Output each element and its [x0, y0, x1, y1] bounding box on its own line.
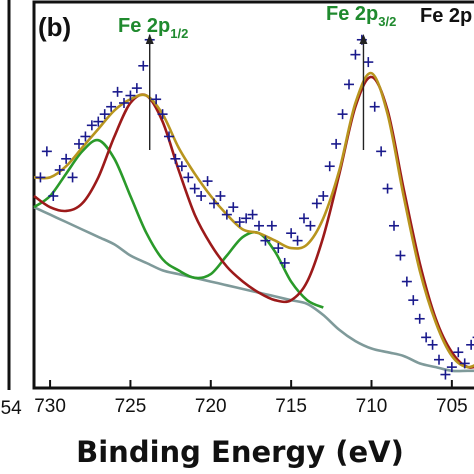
peak-marker-arrowhead — [359, 34, 368, 44]
peak-label: Fe 2p3/2 — [326, 3, 396, 29]
data-point — [209, 198, 219, 209]
data-point — [260, 235, 271, 246]
data-point — [86, 120, 97, 131]
x-axis-label: Binding Energy (eV) — [76, 435, 404, 469]
data-point — [131, 83, 142, 94]
data-point — [286, 228, 297, 239]
data-point — [241, 213, 252, 224]
data-point — [453, 347, 464, 358]
fit-curve-3 — [33, 71, 474, 369]
peak-label: Fe 2p1/2 — [118, 15, 188, 41]
x-tick-label: 710 — [356, 396, 388, 417]
data-point — [427, 339, 438, 350]
plot-frame — [32, 0, 474, 390]
x-axis-ticks: 730 725 720 715 710 705 — [34, 380, 468, 417]
peak-label-subscript: 1/2 — [170, 26, 188, 41]
data-point — [247, 209, 258, 220]
data-point — [421, 332, 432, 343]
data-point — [389, 220, 399, 231]
data-point — [305, 220, 316, 231]
data-point — [408, 295, 419, 306]
peak-marker-arrowhead — [145, 34, 154, 44]
data-point — [119, 98, 129, 108]
data-point — [363, 57, 374, 68]
data-point — [324, 161, 335, 172]
data-point — [74, 138, 84, 149]
data-point — [151, 94, 162, 105]
data-point — [382, 183, 393, 194]
left-panel-tick-label: 154 — [0, 398, 22, 419]
data-point — [279, 257, 290, 268]
panel-label: (b) — [38, 12, 71, 42]
data-point — [337, 109, 348, 120]
data-point — [215, 191, 226, 201]
data-point — [61, 153, 72, 164]
fit-curve-1 — [33, 138, 324, 309]
data-point — [164, 131, 174, 142]
data-point — [196, 191, 207, 201]
data-point — [459, 358, 470, 369]
data-point — [440, 369, 451, 380]
data-point — [331, 138, 342, 149]
data-point — [369, 101, 380, 112]
data-point — [183, 172, 194, 183]
data-point — [376, 146, 387, 157]
fit-curves — [33, 71, 474, 373]
data-point — [228, 202, 239, 213]
data-point — [401, 276, 412, 287]
data-point — [266, 220, 277, 231]
data-point — [318, 191, 329, 201]
data-point — [170, 153, 181, 164]
data-point — [138, 60, 149, 71]
data-point — [299, 213, 309, 224]
data-point — [221, 209, 232, 220]
data-point — [350, 49, 361, 60]
peak-annotations: Fe 2p1/2Fe 2p3/2 Fe 2p — [118, 3, 472, 41]
data-point — [254, 220, 264, 231]
peak-label-main: Fe 2p — [420, 5, 472, 27]
peak-markers — [145, 34, 368, 150]
data-point — [48, 191, 59, 201]
data-point — [112, 86, 123, 97]
x-tick-label: 730 — [34, 396, 66, 417]
data-point — [202, 176, 213, 187]
data-point — [99, 109, 110, 120]
fit-curve-2 — [33, 75, 474, 369]
data-point — [93, 116, 104, 127]
peak-label-subscript: 3/2 — [378, 14, 396, 29]
data-point — [311, 198, 322, 209]
data-point — [292, 235, 303, 246]
x-tick-label: 715 — [275, 396, 307, 417]
data-point — [106, 101, 117, 112]
peak-label-main: Fe 2p — [118, 15, 170, 37]
data-point — [189, 183, 200, 194]
data-point — [234, 217, 245, 228]
data-point — [125, 90, 136, 101]
data-point — [67, 172, 78, 183]
x-tick-label: 720 — [195, 396, 227, 417]
data-point — [80, 131, 91, 142]
data-point — [434, 354, 444, 365]
data-point — [344, 79, 354, 90]
data-points — [35, 34, 474, 380]
peak-label: Fe 2p — [420, 5, 472, 27]
data-point — [35, 172, 46, 183]
data-point — [395, 250, 406, 261]
x-tick-label: 725 — [115, 396, 147, 417]
data-point — [54, 164, 65, 175]
data-point — [414, 313, 425, 324]
data-point — [446, 362, 457, 373]
data-point — [176, 161, 187, 172]
x-tick-label: 705 — [436, 396, 468, 417]
peak-label-main: Fe 2p — [326, 3, 378, 25]
data-point — [41, 146, 52, 157]
data-point — [466, 339, 474, 350]
data-point — [157, 109, 168, 120]
data-point — [273, 243, 284, 254]
